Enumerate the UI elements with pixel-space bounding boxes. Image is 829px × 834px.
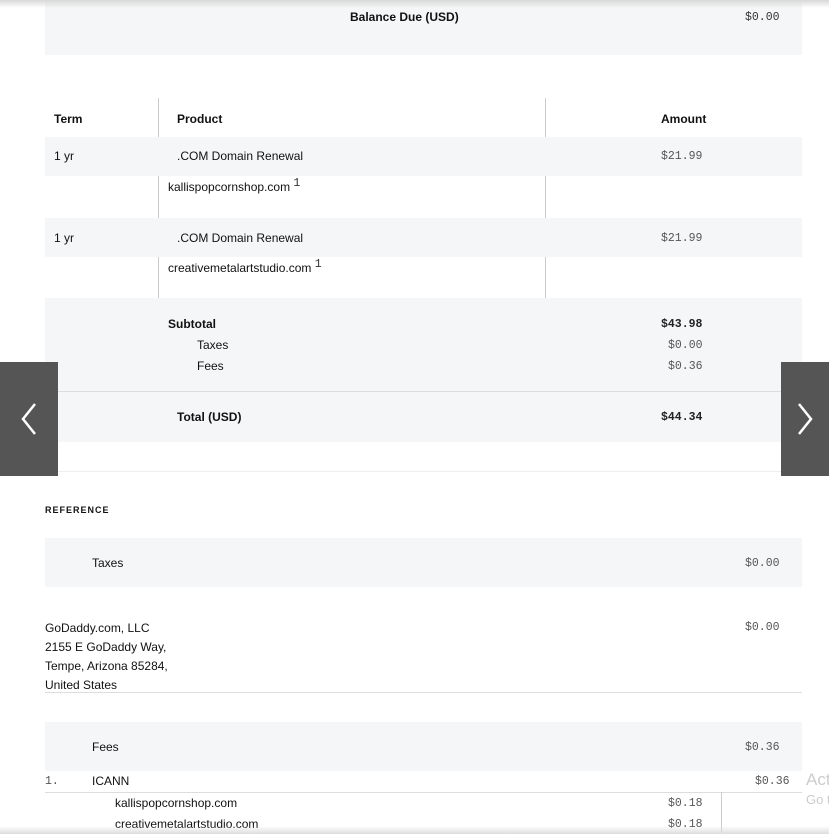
watermark-line1: Activate Windows	[806, 770, 829, 789]
subtotal-label: Subtotal	[168, 317, 216, 331]
column-divider	[158, 98, 159, 298]
total-amount: $44.34	[661, 411, 703, 424]
address-line: United States	[45, 678, 118, 692]
table-row	[45, 218, 802, 257]
footnote: 1	[293, 177, 301, 190]
row-amount: $21.99	[661, 150, 703, 163]
address-line: 2155 E GoDaddy Way,	[45, 640, 167, 654]
balance-panel	[45, 0, 802, 55]
row-product: .COM Domain Renewal	[177, 149, 304, 163]
company-address: GoDaddy.com, LLC 2155 E GoDaddy Way, Tem…	[45, 619, 168, 695]
balance-label: Balance Due (USD)	[350, 10, 459, 24]
fees-label: Fees	[197, 359, 224, 373]
reference-fees-label: Fees	[92, 740, 119, 754]
balance-amount: $0.00	[745, 11, 780, 24]
reference-heading: REFERENCE	[45, 505, 110, 515]
totals-panel	[45, 298, 802, 442]
next-button[interactable]	[781, 362, 829, 476]
row-term: 1 yr	[54, 149, 75, 163]
company-name: GoDaddy.com, LLC	[45, 621, 150, 635]
divider	[45, 792, 802, 793]
address-line: Tempe, Arizona 85284,	[45, 659, 168, 673]
reference-fees-amount: $0.36	[745, 741, 780, 754]
row-domain: kallispopcornshop.com 1	[168, 177, 300, 194]
row-amount: $21.99	[661, 232, 703, 245]
chevron-right-icon	[798, 403, 813, 435]
fee-index: 1.	[45, 775, 59, 788]
taxes-amount: $0.00	[668, 339, 703, 352]
domain-name: kallispopcornshop.com	[168, 180, 291, 194]
windows-watermark: Activate Windows Go to Settings	[806, 770, 829, 807]
reference-taxes-label: Taxes	[92, 556, 124, 570]
fee-item-amount: $0.18	[668, 797, 703, 810]
row-product: .COM Domain Renewal	[177, 231, 304, 245]
column-divider	[721, 792, 722, 834]
fees-amount: $0.36	[668, 360, 703, 373]
header-term: Term	[54, 112, 83, 126]
prev-button[interactable]	[0, 362, 58, 476]
table-row	[45, 137, 802, 176]
row-term: 1 yr	[54, 231, 75, 245]
company-amount: $0.00	[745, 621, 780, 634]
column-divider	[545, 98, 546, 298]
row-domain: creativemetalartstudio.com 1	[168, 258, 322, 275]
fee-name: ICANN	[92, 774, 130, 788]
bottom-shadow	[0, 826, 829, 834]
reference-taxes-amount: $0.00	[745, 557, 780, 570]
subtotal-amount: $43.98	[661, 318, 703, 331]
top-shadow	[0, 0, 829, 8]
header-product: Product	[177, 112, 223, 126]
total-label: Total (USD)	[177, 410, 242, 424]
fee-amount: $0.36	[755, 775, 790, 788]
domain-name: creativemetalartstudio.com	[168, 261, 312, 275]
divider	[45, 471, 802, 472]
watermark-line2: Go to Settings	[806, 792, 829, 807]
footnote: 1	[314, 258, 322, 271]
taxes-label: Taxes	[197, 338, 229, 352]
chevron-left-icon	[21, 403, 36, 435]
reference-fees-row	[45, 722, 802, 771]
header-amount: Amount	[661, 112, 707, 126]
reference-taxes-row	[45, 538, 802, 587]
fee-item-domain: kallispopcornshop.com	[115, 796, 238, 810]
divider	[45, 692, 802, 693]
divider	[45, 391, 802, 392]
